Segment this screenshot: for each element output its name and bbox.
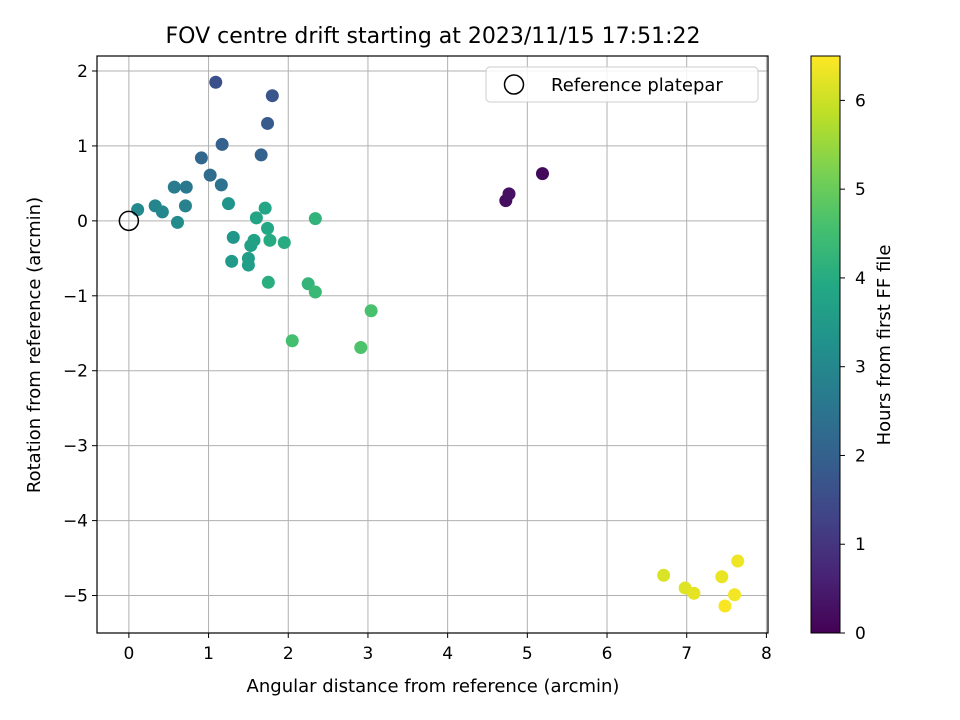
- data-point: [225, 254, 239, 268]
- x-tick-label: 0: [123, 644, 134, 664]
- axes-frame: [96, 55, 769, 634]
- data-point: [178, 199, 192, 213]
- data-point: [261, 221, 275, 235]
- data-point: [249, 211, 263, 225]
- data-point: [354, 340, 368, 354]
- data-point: [214, 178, 228, 192]
- data-point: [209, 75, 223, 89]
- data-point: [247, 233, 261, 247]
- data-point: [215, 137, 229, 151]
- x-tick-label: 6: [602, 644, 613, 664]
- y-tick-label: −5: [63, 587, 88, 607]
- x-axis-label: Angular distance from reference (arcmin): [247, 676, 620, 697]
- data-point: [263, 233, 277, 247]
- data-point: [277, 236, 291, 250]
- colorbar-tick-label: 5: [855, 180, 866, 200]
- colorbar-ticks: 0 1 2 3 4 5 6: [840, 91, 866, 644]
- data-point: [715, 570, 729, 584]
- data-point: [718, 599, 732, 613]
- data-point: [285, 334, 299, 348]
- y-axis-label: Rotation from reference (arcmin): [24, 197, 45, 493]
- data-point: [194, 151, 208, 165]
- chart-title: FOV centre drift starting at 2023/11/15 …: [166, 24, 701, 49]
- y-tick-label: 0: [77, 212, 88, 232]
- data-point: [308, 212, 322, 226]
- colorbar-tick-label: 6: [855, 91, 866, 111]
- data-point: [687, 586, 701, 600]
- colorbar-tick-label: 4: [855, 269, 866, 289]
- y-tick-label: 2: [77, 62, 88, 82]
- data-point: [502, 187, 516, 201]
- data-point: [179, 180, 193, 194]
- data-point: [364, 304, 378, 318]
- legend-label: Reference platepar: [551, 75, 723, 96]
- data-point: [167, 180, 181, 194]
- x-tick-label: 4: [442, 644, 453, 664]
- colorbar-tick-label: 3: [855, 358, 866, 378]
- data-point: [261, 275, 275, 289]
- data-point: [203, 168, 217, 182]
- data-point: [265, 89, 279, 103]
- legend-box: [485, 66, 759, 103]
- x-tick-label: 1: [203, 644, 214, 664]
- data-point: [535, 167, 549, 181]
- data-point: [131, 203, 145, 217]
- data-point: [254, 148, 268, 162]
- data-point: [308, 285, 322, 299]
- data-point: [258, 201, 272, 215]
- data-point: [221, 197, 235, 211]
- data-point: [728, 588, 742, 602]
- data-point: [261, 116, 275, 130]
- legend: Reference platepar: [485, 66, 759, 103]
- data-points: [131, 75, 745, 613]
- colorbar: [810, 55, 841, 634]
- data-point: [155, 205, 169, 219]
- reference-platepar-marker: [118, 210, 140, 232]
- x-axis-ticks: 0 1 2 3 4 5 6 7 8: [123, 633, 772, 664]
- y-tick-label: 1: [77, 137, 88, 157]
- data-point: [226, 230, 240, 244]
- data-point: [241, 258, 255, 272]
- y-tick-label: −3: [63, 437, 88, 457]
- colorbar-tick-label: 2: [855, 446, 866, 466]
- y-tick-label: −1: [63, 287, 88, 307]
- x-tick-label: 7: [681, 644, 692, 664]
- reference-marker-layer: [118, 210, 140, 232]
- y-axis-ticks: 2 1 0 −1 −2 −3 −4 −5: [63, 62, 97, 607]
- x-tick-label: 3: [363, 644, 374, 664]
- colorbar-label: Hours from first FF file: [874, 245, 895, 446]
- colorbar-tick-label: 1: [855, 535, 866, 555]
- data-point: [170, 215, 184, 229]
- x-tick-label: 5: [522, 644, 533, 664]
- colorbar-tick-label: 0: [855, 624, 866, 644]
- x-tick-label: 8: [761, 644, 772, 664]
- y-tick-label: −2: [63, 362, 88, 382]
- x-tick-label: 2: [283, 644, 294, 664]
- data-point: [731, 554, 745, 568]
- legend-reference-marker: [503, 74, 525, 95]
- data-point: [657, 568, 671, 582]
- y-tick-label: −4: [63, 512, 88, 532]
